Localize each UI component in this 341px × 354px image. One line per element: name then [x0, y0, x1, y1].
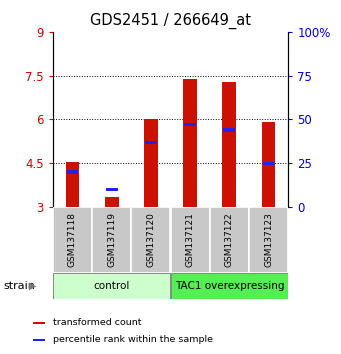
- Text: strain: strain: [3, 281, 35, 291]
- Bar: [132, 207, 170, 273]
- Bar: [210, 207, 249, 273]
- Text: GSM137123: GSM137123: [264, 212, 273, 267]
- Bar: [65, 162, 79, 207]
- Bar: [53, 207, 92, 273]
- Bar: [33, 322, 45, 324]
- Bar: [262, 122, 276, 207]
- Text: TAC1 overexpressing: TAC1 overexpressing: [175, 281, 284, 291]
- Bar: [170, 273, 288, 299]
- Bar: [144, 120, 158, 207]
- Text: GSM137119: GSM137119: [107, 212, 116, 267]
- Text: control: control: [93, 281, 130, 291]
- Bar: [171, 207, 209, 273]
- Bar: [105, 197, 119, 207]
- Bar: [222, 82, 236, 207]
- Text: percentile rank within the sample: percentile rank within the sample: [53, 335, 213, 344]
- Bar: [33, 338, 45, 341]
- Bar: [66, 170, 78, 174]
- Text: GDS2451 / 266649_at: GDS2451 / 266649_at: [90, 12, 251, 29]
- Bar: [223, 128, 235, 132]
- Bar: [145, 141, 157, 144]
- Bar: [92, 207, 131, 273]
- Text: ▶: ▶: [29, 281, 36, 291]
- Text: GSM137120: GSM137120: [146, 212, 155, 267]
- Bar: [184, 123, 196, 126]
- Bar: [263, 161, 275, 165]
- Text: GSM137118: GSM137118: [68, 212, 77, 267]
- Bar: [249, 207, 288, 273]
- Text: GSM137121: GSM137121: [186, 212, 195, 267]
- Bar: [53, 273, 170, 299]
- Text: GSM137122: GSM137122: [225, 212, 234, 267]
- Bar: [106, 188, 118, 191]
- Text: transformed count: transformed count: [53, 318, 142, 327]
- Bar: [183, 79, 197, 207]
